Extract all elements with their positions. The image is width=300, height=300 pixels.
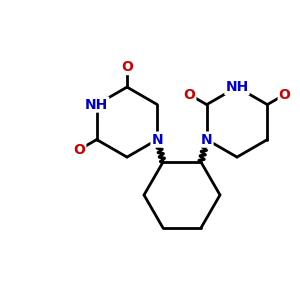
Text: O: O (74, 142, 85, 157)
Text: O: O (279, 88, 291, 102)
Text: N: N (152, 133, 163, 147)
Text: N: N (201, 133, 212, 147)
Text: NH: NH (85, 98, 108, 112)
Text: NH: NH (225, 80, 249, 94)
Text: O: O (183, 88, 195, 102)
Text: O: O (121, 60, 133, 74)
